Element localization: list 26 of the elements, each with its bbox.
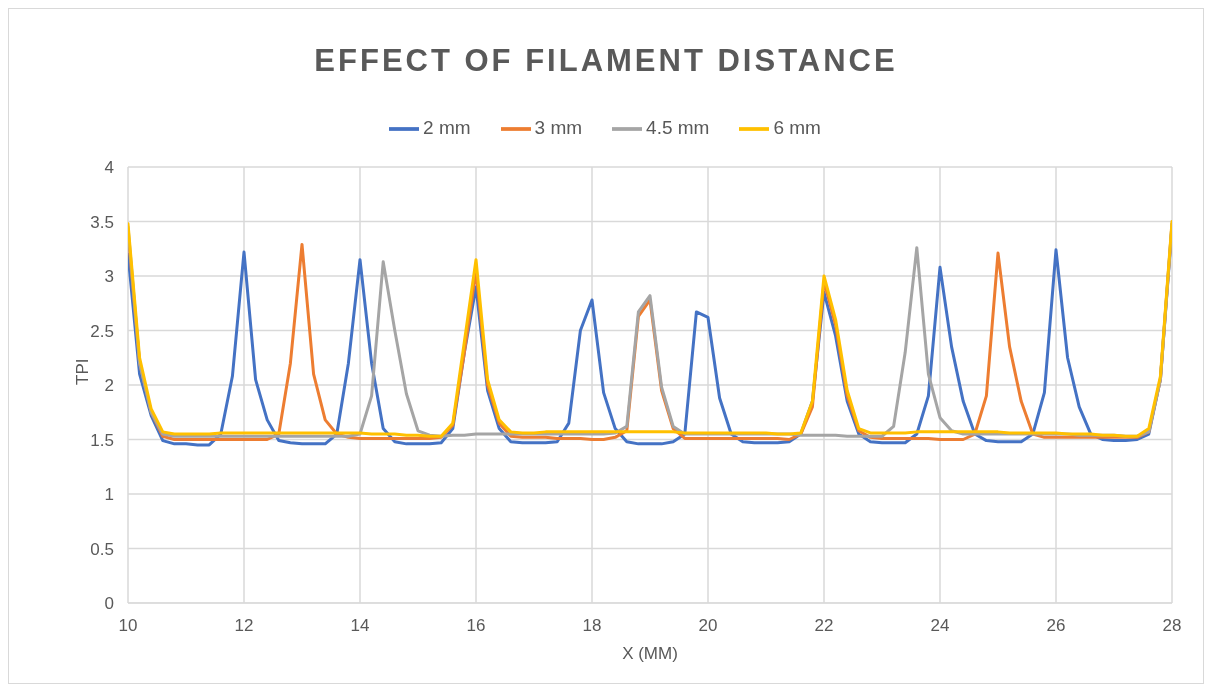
y-tick-label: 4 [104, 158, 114, 178]
y-tick-label: 1 [104, 485, 114, 505]
legend-label: 3 mm [534, 117, 583, 139]
y-tick-label: 3 [104, 267, 114, 287]
legend-label: 4.5 mm [646, 117, 710, 139]
x-tick-label: 16 [466, 616, 486, 636]
x-tick-label: 24 [930, 616, 950, 636]
y-tick-label: 3.5 [90, 212, 114, 232]
y-tick-label: 2.5 [90, 321, 114, 341]
x-tick-label: 10 [118, 616, 138, 636]
x-tick-label: 18 [582, 616, 602, 636]
y-tick-label: 2 [104, 376, 114, 396]
x-tick-label: 20 [698, 616, 718, 636]
x-axis-title: X (MM) [622, 644, 678, 663]
y-axis-title: TPI [73, 358, 93, 385]
y-tick-label: 1.5 [90, 430, 114, 450]
x-tick-label: 22 [814, 616, 834, 636]
y-tick-label: 0 [104, 594, 114, 614]
legend-label: 2 mm [423, 117, 471, 139]
x-tick-label: 12 [234, 616, 254, 636]
x-tick-label: 28 [1162, 616, 1182, 636]
chart-title: EFFECT OF FILAMENT DISTANCE [313, 43, 899, 79]
x-tick-label: 14 [350, 616, 370, 636]
y-tick-label: 0.5 [90, 539, 114, 559]
x-tick-label: 26 [1046, 616, 1066, 636]
legend-label: 6 mm [773, 117, 821, 139]
